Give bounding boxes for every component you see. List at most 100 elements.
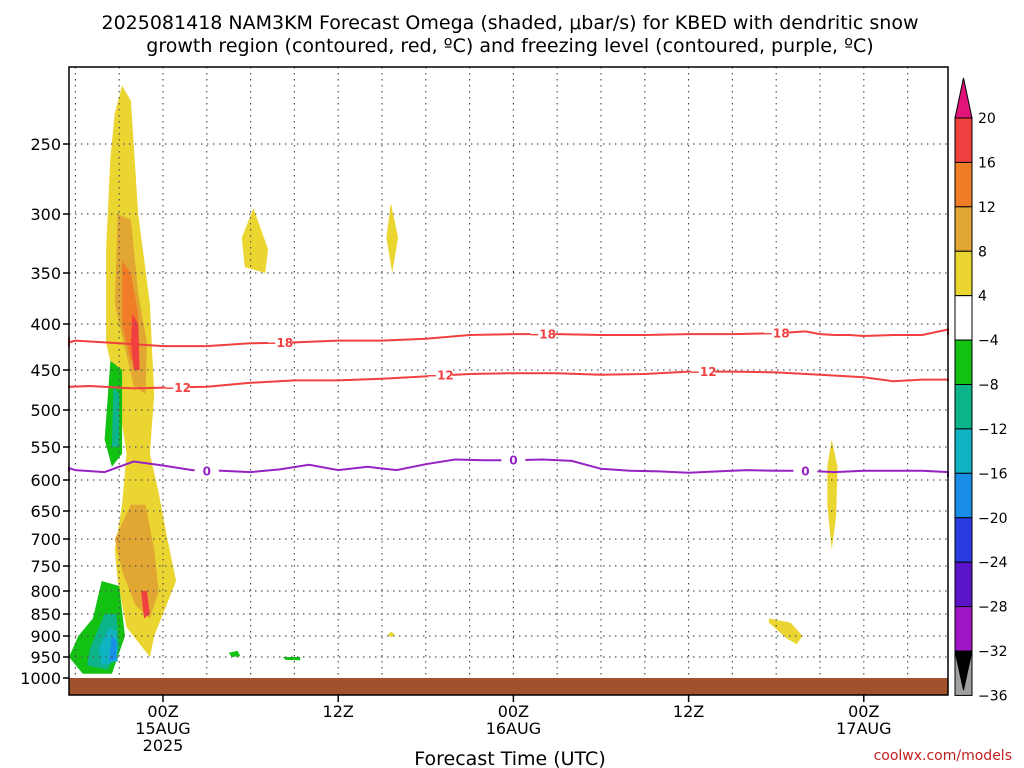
contour-label-bg-1-0 — [165, 380, 190, 395]
x-tick-label-36-0: 12Z — [673, 702, 704, 721]
grid-lines — [69, 67, 948, 695]
contour-label-bg-1-1 — [428, 367, 453, 382]
colorbar-swatch-12 — [954, 606, 973, 652]
contour-label-0-0: −18 — [266, 336, 293, 350]
contour-label-bg-2-0 — [194, 463, 219, 478]
x-tick-label-0-0: 00Z — [147, 702, 178, 721]
y-tick-label-550: 550 — [30, 438, 61, 457]
contour-label-bg-0-0 — [267, 335, 292, 350]
plot-background — [69, 67, 948, 695]
colorbar-label-12: −32 — [978, 644, 1008, 660]
y-tick-label-300: 300 — [30, 205, 61, 224]
omega-region-14 — [228, 650, 241, 657]
colorbar-swatch-1 — [954, 117, 973, 163]
colorbar-swatch-9 — [954, 472, 973, 519]
temperature-contours: −18 −18 −18 −12 −12 −12 0 0 0 — [68, 326, 949, 478]
contour-label-bg-0-2 — [764, 326, 789, 341]
x-tick-label-0-2: 2025 — [143, 736, 184, 755]
x-tick-label-24-0: 00Z — [498, 702, 529, 721]
contour-label-1-0: −12 — [164, 381, 191, 395]
x-tick-label-48-0: 00Z — [848, 702, 879, 721]
colorbar-label-6: −8 — [978, 378, 999, 394]
plot-area: −18 −18 −18 −12 −12 −12 0 0 0 — [68, 66, 949, 696]
x-tick-label-48-1: 17AUG — [836, 719, 891, 738]
colorbar-swatch-8 — [954, 428, 973, 474]
omega-region-4 — [114, 504, 159, 619]
omega-region-15 — [282, 657, 301, 661]
colorbar-label-7: −12 — [978, 422, 1008, 438]
colorbar-label-10: −24 — [978, 555, 1008, 571]
contour-label-2-0: 0 — [203, 464, 211, 478]
chart-title-line2: growth region (contoured, red, ºC) and f… — [146, 35, 873, 57]
colorbar-label-11: −28 — [978, 600, 1008, 616]
credit-text: coolwx.com/models — [874, 748, 1012, 764]
colorbar-label-0: 20 — [978, 111, 996, 127]
omega-region-18 — [387, 631, 396, 638]
colorbar-label-5: −4 — [978, 333, 999, 349]
colorbar-swatch-4 — [954, 250, 973, 297]
colorbar-swatch-3 — [954, 206, 973, 252]
contour-label-bg-1-2 — [691, 364, 716, 379]
colorbar-label-4: 4 — [978, 289, 987, 305]
y-tick-label-800: 800 — [30, 582, 61, 601]
y-tick-label-350: 350 — [30, 264, 61, 283]
omega-region-19 — [827, 439, 838, 550]
omega-region-3 — [130, 313, 140, 370]
colorbar-label-3: 8 — [978, 244, 987, 260]
y-tick-label-1000: 1000 — [20, 669, 61, 688]
y-axis: 250 300 350 400 450 500 550 600 650 700 750 800 850 9… — [20, 135, 69, 688]
colorbar-swatch-10 — [954, 517, 973, 563]
y-tick-label-700: 700 — [30, 530, 61, 549]
x-axis-label: Forecast Time (UTC) — [414, 748, 605, 768]
contour-label-1-2: −12 — [690, 365, 717, 379]
y-tick-label-400: 400 — [30, 315, 61, 334]
colorbar: 20 16 12 8 4 −4 −8 −12 −16 −20 −24 −28 −32 −36 — [954, 77, 1008, 704]
y-tick-label-900: 900 — [30, 627, 61, 646]
y-tick-label-750: 750 — [30, 557, 61, 576]
contour-label-bg-2-2 — [793, 463, 818, 478]
omega-region-16 — [241, 208, 269, 273]
colorbar-label-9: −20 — [978, 511, 1008, 527]
y-tick-label-600: 600 — [30, 471, 61, 490]
contour-label-bg-2-1 — [501, 453, 526, 468]
contour-label-1-1: −12 — [427, 368, 454, 382]
x-tick-label-0-1: 15AUG — [135, 719, 190, 738]
omega-region-17 — [386, 202, 399, 273]
colorbar-swatch-5 — [954, 295, 973, 341]
y-tick-label-950: 950 — [30, 648, 61, 667]
x-tick-label-24-1: 16AUG — [486, 719, 541, 738]
x-tick-label-12-0: 12Z — [323, 702, 354, 721]
y-tick-label-250: 250 — [30, 135, 61, 154]
contour-label-0-2: −18 — [763, 327, 790, 341]
omega-region-7 — [111, 386, 120, 447]
contour-label-2-1: 0 — [509, 454, 517, 468]
colorbar-swatch-2 — [954, 161, 973, 208]
y-tick-label-450: 450 — [30, 361, 61, 380]
chart-title-line1: 2025081418 NAM3KM Forecast Omega (shaded… — [101, 12, 918, 34]
omega-region-13 — [109, 636, 117, 662]
omega-region-20 — [768, 618, 803, 645]
colorbar-label-13: −36 — [978, 688, 1008, 704]
colorbar-arrow-bottom — [954, 650, 973, 691]
contour-line-1 — [68, 370, 949, 390]
contour-label-2-2: 0 — [801, 464, 809, 478]
y-tick-label-850: 850 — [30, 605, 61, 624]
colorbar-label-2: 12 — [978, 200, 996, 216]
y-tick-label-650: 650 — [30, 502, 61, 521]
colorbar-arrow-top — [954, 77, 973, 119]
terrain-strip — [69, 678, 948, 695]
y-tick-label-500: 500 — [30, 401, 61, 420]
contour-label-0-1: −18 — [529, 328, 556, 342]
contour-line-0 — [68, 328, 949, 348]
plot-border — [68, 66, 949, 696]
omega-shading — [69, 85, 838, 674]
colorbar-swatch-7 — [954, 384, 973, 430]
colorbar-label-1: 16 — [978, 155, 996, 171]
contour-label-bg-0-1 — [530, 327, 555, 342]
colorbar-label-8: −16 — [978, 466, 1008, 482]
colorbar-swatch-11 — [954, 561, 973, 608]
omega-region-5 — [141, 591, 150, 619]
colorbar-swatch-6 — [954, 339, 973, 386]
